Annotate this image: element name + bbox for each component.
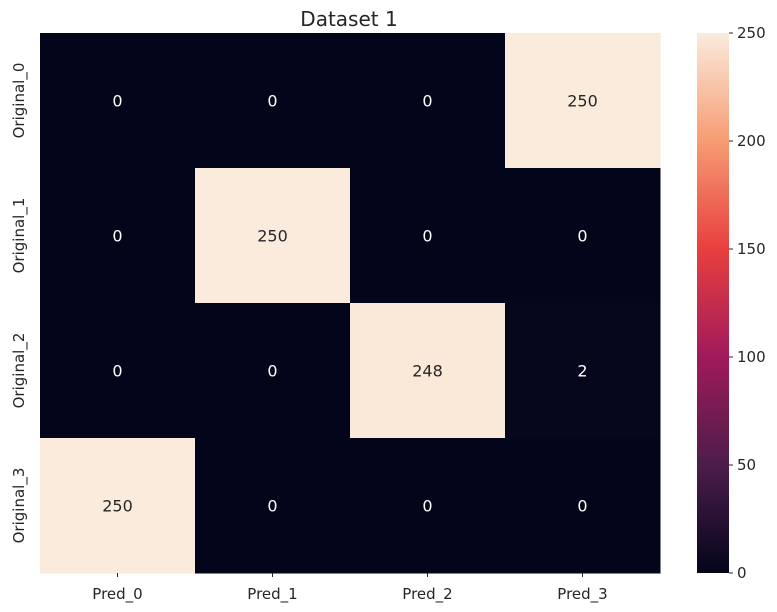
cell-value-label: 0	[112, 92, 122, 111]
y-tick-label: Original_0	[10, 63, 29, 139]
cell-value-label: 0	[112, 227, 122, 246]
y-tick-label: Original_1	[10, 198, 29, 274]
cell-value-label: 0	[267, 92, 277, 111]
heatmap-cells: 0 0 0 250 0 250 0 0 0 0 248 2 250 0 0 0	[40, 33, 661, 574]
heatmap-cell	[195, 33, 351, 169]
cell-value-label: 0	[422, 227, 432, 246]
heatmap-cell	[195, 303, 351, 439]
x-axis-ticks: Pred_0 Pred_1 Pred_2 Pred_3	[92, 573, 608, 604]
cell-value-label: 0	[422, 497, 432, 516]
y-tick-label: Original_3	[10, 468, 29, 544]
colorbar-tick-label: 0	[737, 564, 747, 582]
x-tick-label: Pred_2	[402, 585, 452, 604]
colorbar-tick-label: 250	[737, 24, 766, 42]
cell-value-label: 248	[412, 362, 443, 381]
cell-value-label: 0	[422, 92, 432, 111]
cell-value-label: 0	[577, 497, 587, 516]
cell-value-label: 250	[257, 227, 288, 246]
heatmap-cell	[350, 168, 506, 304]
colorbar-ticks: 0 50 100 150 200 250	[729, 24, 766, 582]
heatmap-cell	[40, 33, 196, 169]
x-tick-label: Pred_0	[92, 585, 142, 604]
cell-value-label: 0	[267, 497, 277, 516]
heatmap-cell	[195, 438, 351, 574]
colorbar: 0 50 100 150 200 250	[697, 24, 766, 582]
colorbar-gradient	[697, 33, 729, 573]
y-tick-label: Original_2	[10, 333, 29, 409]
cell-value-label: 250	[567, 92, 598, 111]
x-tick-label: Pred_3	[557, 585, 607, 604]
colorbar-tick-label: 150	[737, 240, 766, 258]
cell-value-label: 0	[267, 362, 277, 381]
chart-title: Dataset 1	[300, 7, 397, 31]
colorbar-tick-label: 50	[737, 456, 756, 474]
colorbar-tick-label: 100	[737, 348, 766, 366]
heatmap-cell	[505, 168, 661, 304]
heatmap-cell	[195, 168, 351, 304]
heatmap-cell	[40, 303, 196, 439]
heatmap-cell	[505, 33, 661, 169]
heatmap-cell	[350, 438, 506, 574]
heatmap-cell	[40, 438, 196, 574]
x-tick-label: Pred_1	[247, 585, 297, 604]
cell-value-label: 250	[102, 497, 133, 516]
y-axis-ticks: Original_0 Original_1 Original_2 Original_3	[10, 63, 29, 544]
heatmap-cell	[505, 438, 661, 574]
heatmap-cell	[505, 303, 661, 439]
colorbar-tick-label: 200	[737, 132, 766, 150]
heatmap-cell	[350, 33, 506, 169]
heatmap-cell	[40, 168, 196, 304]
cell-value-label: 2	[577, 362, 587, 381]
cell-value-label: 0	[577, 227, 587, 246]
cell-value-label: 0	[112, 362, 122, 381]
heatmap-cell	[350, 303, 506, 439]
